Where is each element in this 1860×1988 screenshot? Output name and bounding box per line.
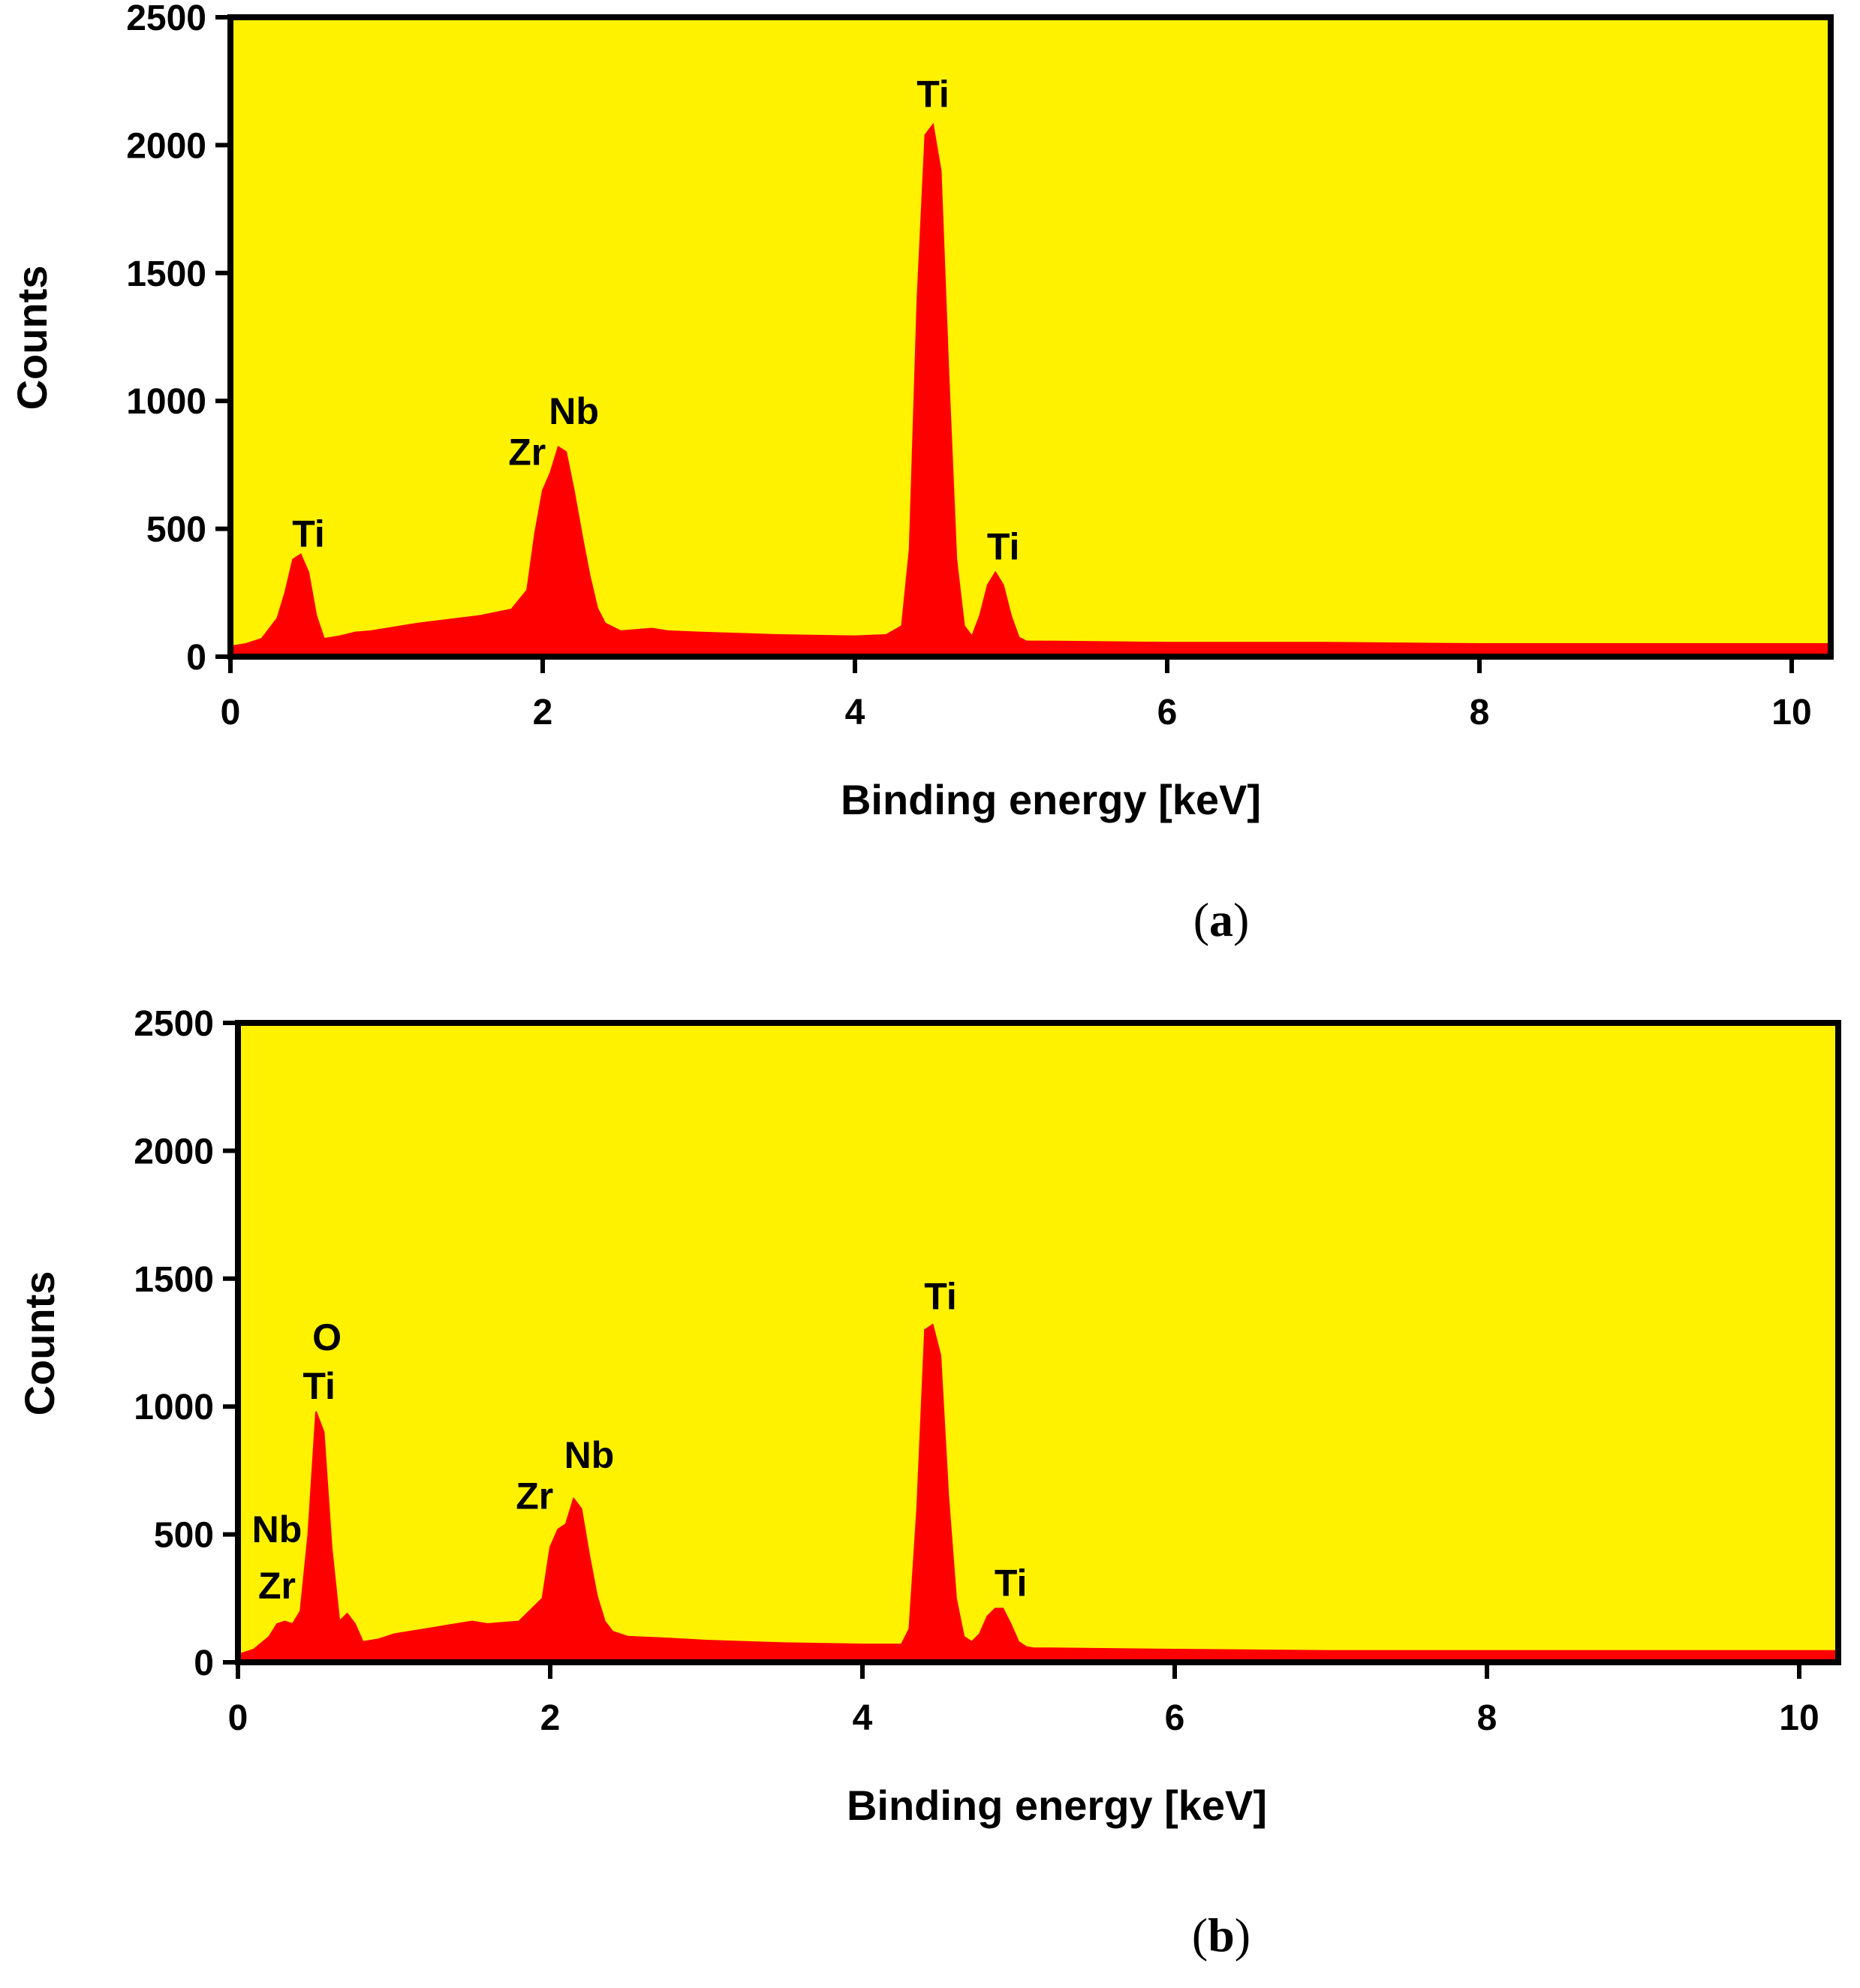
y-tick-label: 2000 [126, 126, 206, 166]
plot-area-b [238, 1023, 1838, 1662]
y-tick-label: 2500 [134, 1004, 214, 1044]
x-ticks-a: 0 2 4 6 8 10 [221, 657, 1812, 732]
spectrum-area-b [237, 1323, 1839, 1663]
y-tick-label: 1500 [134, 1260, 214, 1300]
panel-label-a: (a) [1193, 893, 1250, 946]
peak-label: Nb [549, 390, 599, 432]
y-axis-title-b: Counts [16, 1271, 63, 1416]
peak-label: Ti [924, 1276, 957, 1318]
y-tick-label: 1500 [126, 254, 206, 294]
x-tick-label: 10 [1779, 1698, 1819, 1738]
panel-letter-b: b [1208, 1908, 1235, 1962]
y-tick-label: 0 [186, 638, 206, 678]
y-tick-label: 0 [194, 1644, 214, 1683]
plot-area-a [230, 17, 1831, 657]
y-ticks-b: 0 500 1000 1500 2000 2500 [134, 1004, 238, 1683]
peak-label: Nb [252, 1508, 302, 1550]
peak-label: O [312, 1316, 342, 1358]
y-ticks-a: 0 500 1000 1500 2000 2500 [126, 0, 230, 678]
peak-label: Ti [292, 513, 325, 555]
x-tick-label: 2 [533, 693, 553, 732]
x-tick-label: 6 [1157, 693, 1178, 732]
x-axis-title-b: Binding energy [keV] [847, 1782, 1267, 1829]
peak-label: Ti [302, 1365, 336, 1407]
x-tick-label: 6 [1165, 1698, 1185, 1738]
y-tick-label: 2000 [134, 1132, 214, 1171]
peak-label: Zr [508, 431, 546, 473]
y-tick-label: 500 [146, 510, 206, 550]
x-axis-title-a: Binding energy [keV] [841, 776, 1261, 823]
x-tick-label: 8 [1470, 693, 1490, 732]
peak-label: Nb [564, 1434, 615, 1476]
peak-label: Zr [516, 1475, 553, 1517]
x-ticks-b: 0 2 4 6 8 10 [228, 1662, 1819, 1738]
x-tick-label: 0 [221, 693, 241, 732]
y-axis-title-a: Counts [8, 266, 56, 411]
plot-frame-b [235, 1020, 1841, 1665]
x-tick-label: 4 [845, 693, 865, 732]
x-tick-label: 2 [540, 1698, 561, 1738]
panel-label-b: (b) [1192, 1908, 1251, 1962]
plot-frame-a [227, 14, 1834, 660]
peak-label: Zr [258, 1565, 296, 1607]
y-tick-label: 2500 [126, 0, 206, 38]
y-tick-label: 500 [154, 1516, 214, 1556]
x-tick-label: 8 [1477, 1698, 1497, 1738]
x-tick-label: 0 [228, 1698, 248, 1738]
peak-labels-b: Nb Zr O Ti Zr Nb Ti Ti [252, 1276, 1028, 1607]
peak-label: Ti [995, 1562, 1028, 1604]
x-tick-label: 10 [1771, 693, 1811, 732]
y-tick-label: 1000 [134, 1388, 214, 1427]
x-tick-label: 4 [853, 1698, 873, 1738]
y-tick-label: 1000 [126, 382, 206, 422]
peak-label: Ti [916, 73, 950, 115]
spectrum-area-a [230, 122, 1831, 657]
peak-label: Ti [987, 525, 1020, 567]
panel-letter-a: a [1209, 893, 1233, 946]
